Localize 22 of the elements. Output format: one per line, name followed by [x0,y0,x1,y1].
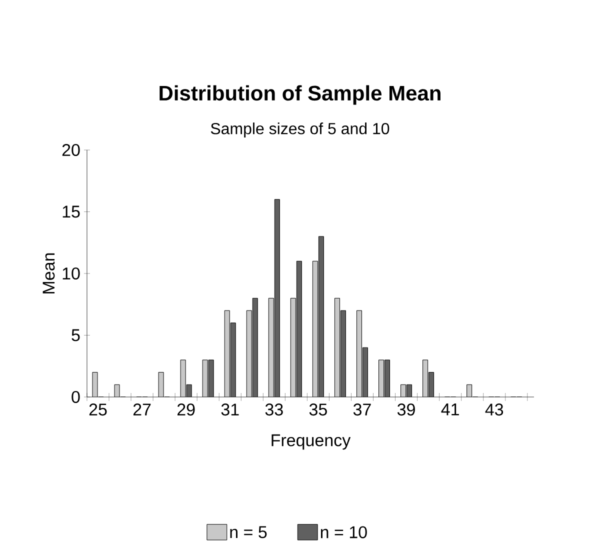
x-tick-label: 39 [397,404,415,416]
y-axis-title: Mean [42,253,55,294]
x-tick-label: 35 [309,404,327,416]
x-tick-label: 25 [89,404,107,416]
x-tick-label: 33 [265,404,283,416]
y-tick-label: 0 [72,390,80,404]
x-tick-label: 43 [485,404,504,416]
chart-title: Distribution of Sample Mean [160,85,440,105]
legend-label: n = 5 [230,526,267,538]
x-tick-label: 27 [133,404,151,416]
x-tick-label: 29 [177,404,195,416]
x-tick-label: 41 [441,404,459,416]
x-tick-label: 37 [353,404,371,416]
y-tick-label: 10 [62,267,80,280]
y-tick-label: 15 [62,206,80,218]
x-tick-label: 31 [221,404,239,416]
bar [274,199,280,397]
legend-label: n = 10 [320,526,367,538]
x-axis-title: Frequency [272,434,351,450]
y-tick-label: 5 [72,329,80,342]
y-tick-label: 20 [62,144,80,156]
chart-subtitle: Sample sizes of 5 and 10 [210,122,390,138]
